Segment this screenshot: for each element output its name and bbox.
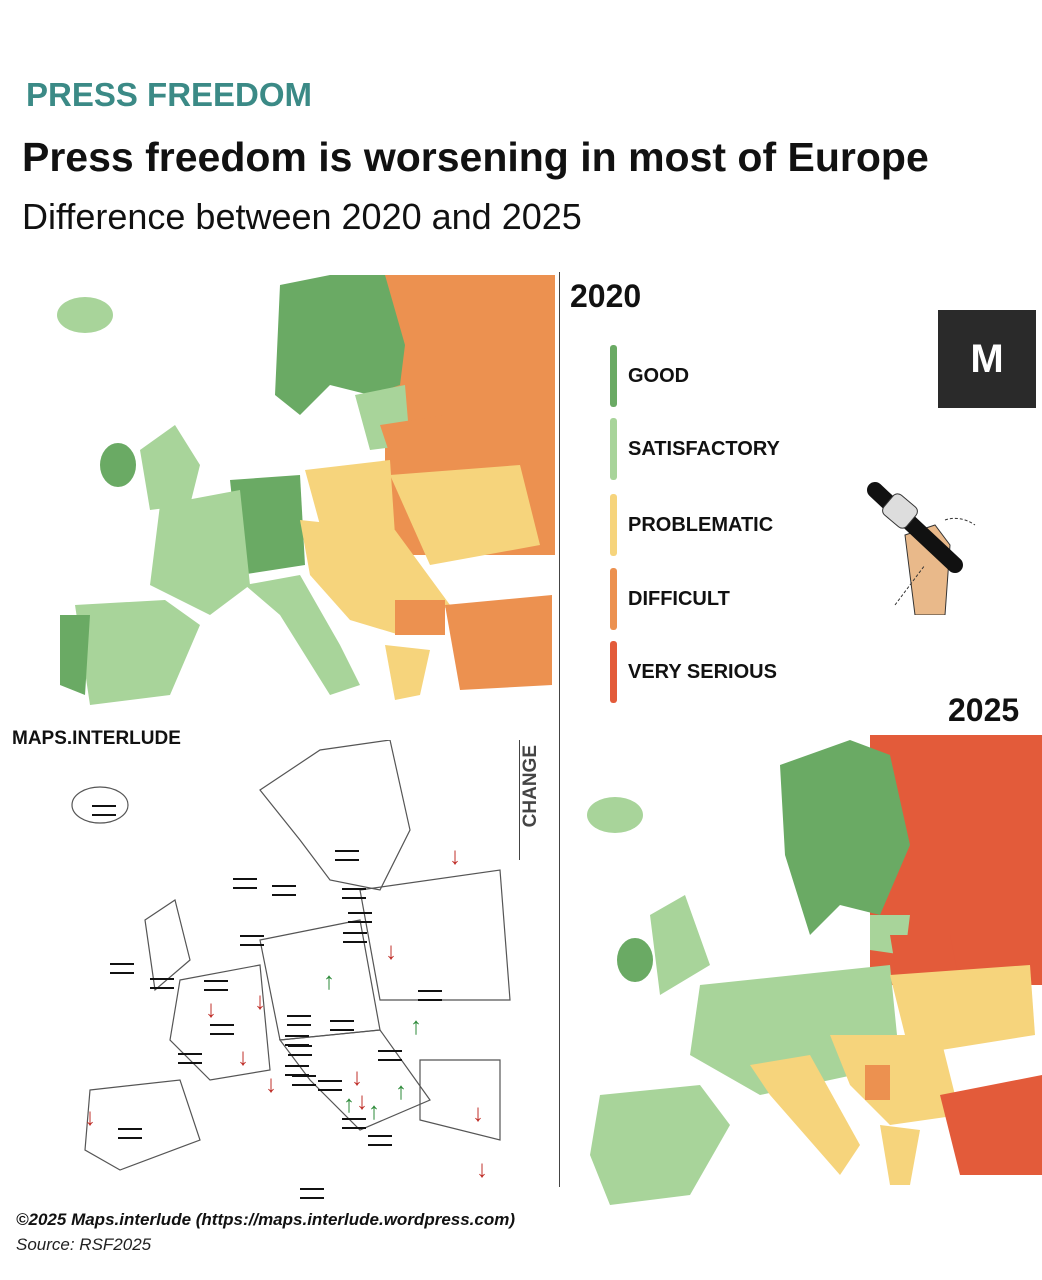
no-change-symbol [335,850,359,861]
iberia-2025 [590,1085,730,1205]
legend-item-problematic: PROBLEMATIC [610,494,910,556]
worse-arrow-icon: ↓ [237,1044,249,1071]
no-change-symbol [348,912,372,923]
uk-2020 [140,425,200,510]
italy-2025 [750,1055,860,1175]
change-map [71,740,511,1171]
greece-2025 [880,1125,920,1185]
map-2025 [587,735,1042,1205]
no-change-symbol [318,1080,342,1091]
germany-2020 [230,475,305,575]
source: Source: RSF2025 [16,1235,152,1254]
no-change-symbol [288,1045,312,1056]
ireland-2020 [100,443,136,487]
change-divider [519,740,520,860]
year-2025-label: 2025 [948,692,1020,728]
ireland-2025 [617,938,653,982]
legend-item-good: GOOD [610,345,910,407]
subtitle: Difference between 2020 and 2025 [22,196,582,237]
worse-arrow-icon: ↓ [205,996,217,1023]
no-change-symbol [342,1118,366,1129]
belarus-2020 [380,415,470,485]
better-arrow-icon: ↑ [395,1078,407,1105]
no-change-symbol [343,932,367,943]
no-change-symbol [378,1050,402,1061]
portugal-2020 [60,615,90,695]
change-label: CHANGE [520,745,541,828]
divider [559,272,560,1187]
no-change-symbol [204,980,228,991]
iceland-2020 [57,297,113,333]
no-change-symbol [272,885,296,896]
nordics-2025 [780,740,910,935]
brand-label: MAPS.INTERLUDE [12,728,181,749]
legend-item-satisfactory: SATISFACTORY [610,418,910,480]
worse-arrow-icon: ↓ [449,843,461,870]
no-change-symbol [110,963,134,974]
serbia-2025 [865,1065,890,1100]
no-change-symbol [150,978,174,989]
no-change-symbol [418,990,442,1001]
worse-arrow-icon: ↓ [472,1100,484,1127]
turkey-2020 [445,595,552,690]
spain-2020 [75,600,200,705]
ukraine-2020 [390,465,540,565]
no-change-symbol [330,1020,354,1031]
italy-2020 [245,575,360,695]
logo: M [938,310,1036,408]
nordics-2020 [275,275,405,415]
better-arrow-icon: ↑ [323,968,335,995]
credit: ©2025 Maps.interlude (https://maps.inter… [16,1210,516,1229]
no-change-symbol [300,1188,324,1199]
no-change-symbol [233,878,257,889]
no-change-symbol [342,888,366,899]
poland-2020 [305,460,395,535]
kicker: PRESS FREEDOM [26,76,313,113]
no-change-symbol [210,1024,234,1035]
better-arrow-icon: ↑ [343,1091,355,1118]
worse-arrow-icon: ↓ [351,1064,363,1091]
map-2020 [57,275,555,705]
no-change-symbol [92,805,116,816]
no-change-symbol [368,1135,392,1146]
ukraine-2025 [890,965,1035,1055]
legend-item-difficult: DIFFICULT [610,568,910,630]
no-change-symbol [240,935,264,946]
better-arrow-icon: ↑ [410,1013,422,1040]
no-change-symbol [292,1075,316,1086]
legend-item-very-serious: VERY SERIOUS [610,641,910,703]
worse-arrow-icon: ↓ [254,988,266,1015]
microphone-fist-icon [867,482,976,615]
worse-arrow-icon: ↓ [84,1104,96,1131]
iceland-2025 [587,797,643,833]
page-title: Press freedom is worsening in most of Eu… [22,134,929,180]
france-2020 [150,490,250,615]
no-change-symbol [118,1128,142,1139]
greece-2020 [385,645,430,700]
balkans-2025 [830,1035,960,1125]
turkey-2025 [940,1075,1042,1175]
better-arrow-icon: ↑ [368,1098,380,1125]
worse-arrow-icon: ↓ [356,1088,368,1115]
year-2020-label: 2020 [570,278,642,314]
worse-arrow-icon: ↓ [476,1156,488,1183]
bulgaria-2020 [395,600,445,635]
uk-2025 [650,895,710,995]
no-change-symbol [178,1053,202,1064]
worse-arrow-icon: ↓ [265,1071,277,1098]
worse-arrow-icon: ↓ [385,938,397,965]
no-change-symbol [287,1015,311,1026]
